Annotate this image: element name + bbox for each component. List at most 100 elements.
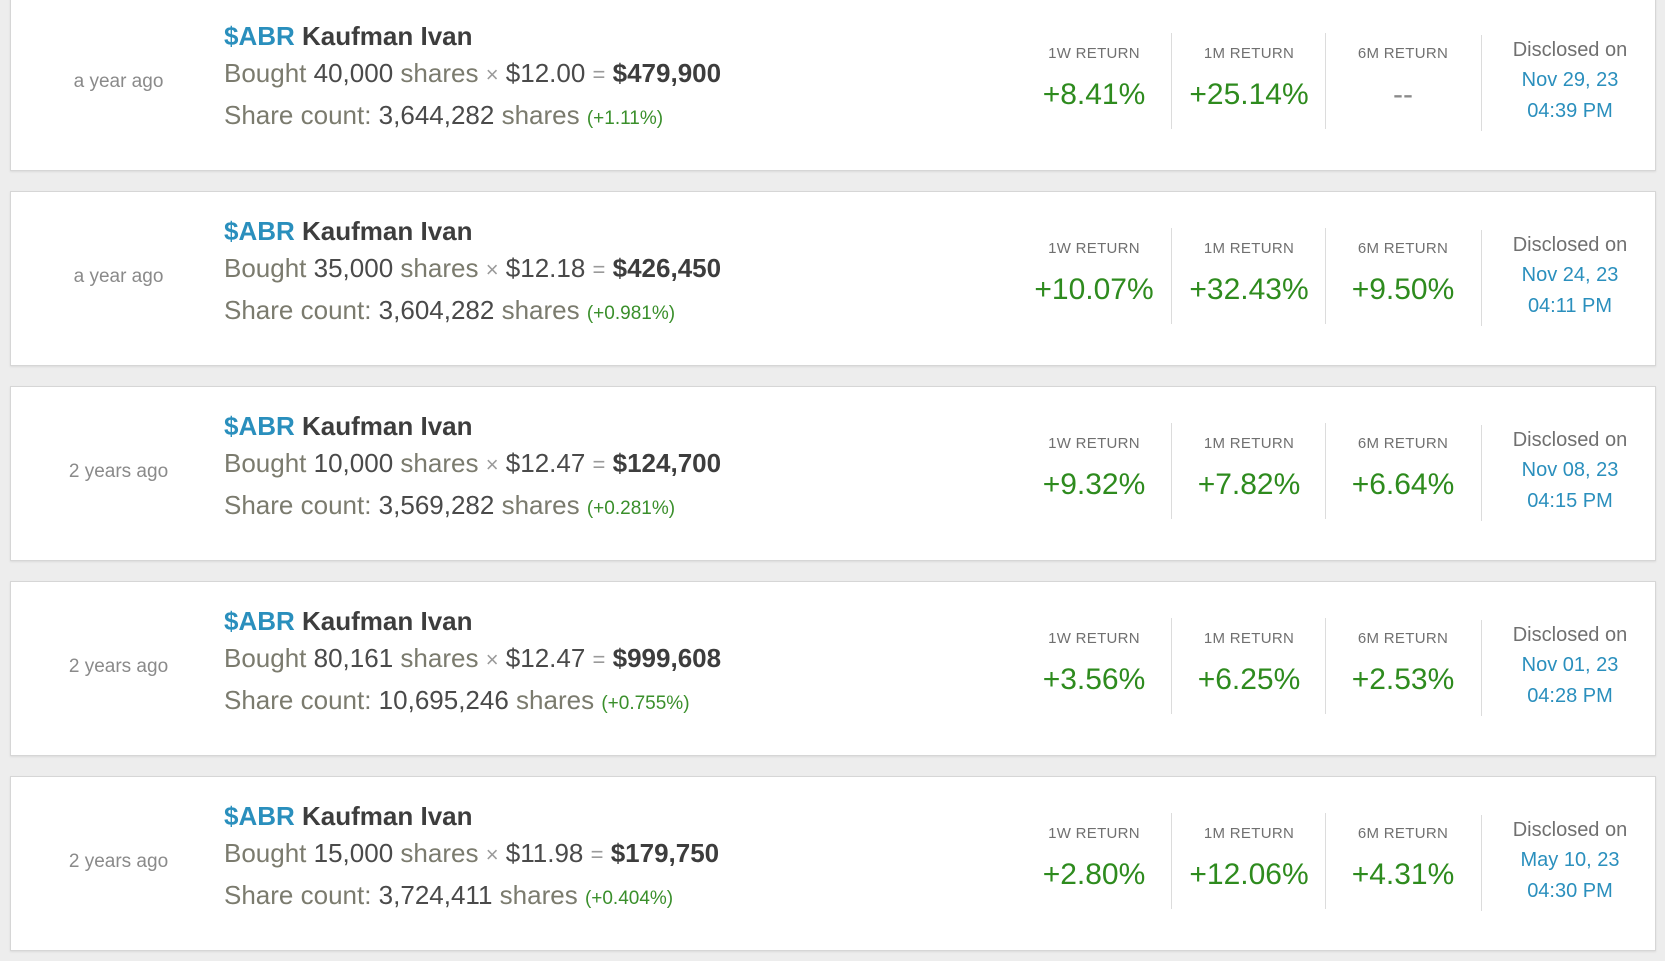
multiply-sign: × [485,257,499,282]
ticker-link[interactable]: $ABR [224,411,295,441]
disclosed-time-link[interactable]: 04:15 PM [1527,490,1613,512]
share-count-label: Share count: [224,295,372,325]
return-6m-value: +9.50% [1351,273,1455,306]
transaction-card[interactable]: a year ago $ABR Kaufman Ivan Bought 40,0… [10,0,1656,171]
disclosed-date-link[interactable]: Nov 08, 23 [1521,459,1619,481]
share-count-value: 3,724,411 [378,880,493,910]
action-label: Bought [224,448,307,478]
shares-unit: shares [501,295,580,325]
insider-name-link[interactable]: Kaufman Ivan [302,216,473,246]
return-6m-label: 6M RETURN [1357,435,1449,452]
share-count-label: Share count: [224,880,372,910]
total-value: $999,608 [612,643,722,673]
disclosure: Disclosed on Nov 01, 23 04:28 PM [1481,620,1658,716]
purchase-line: Bought 80,161 shares × $12.47 = $999,608 [224,638,721,680]
return-1m-value: +6.25% [1197,663,1301,696]
multiply-sign: × [485,452,499,477]
return-1m-label: 1M RETURN [1203,45,1295,62]
time-ago: 2 years ago [68,851,169,872]
transaction-card[interactable]: 2 years ago $ABR Kaufman Ivan Bought 80,… [10,581,1656,756]
share-price: $12.00 [505,58,586,88]
ticker-link[interactable]: $ABR [224,216,295,246]
disclosed-date-link[interactable]: Nov 01, 23 [1521,654,1619,676]
return-6m-label: 6M RETURN [1357,240,1449,257]
title-line: $ABR Kaufman Ivan [224,799,719,833]
disclosed-time-link[interactable]: 04:39 PM [1527,100,1613,122]
return-1w: 1W RETURN +2.80% [1017,813,1171,909]
insider-name-link[interactable]: Kaufman Ivan [302,411,473,441]
disclosed-label: Disclosed on [1512,234,1628,256]
return-1w-label: 1W RETURN [1048,630,1140,647]
disclosed-label: Disclosed on [1512,819,1628,841]
title-line: $ABR Kaufman Ivan [224,214,721,248]
insider-name-link[interactable]: Kaufman Ivan [302,606,473,636]
disclosed-time-link[interactable]: 04:11 PM [1527,295,1613,317]
disclosed-time-link[interactable]: 04:28 PM [1527,685,1613,707]
disclosed-label: Disclosed on [1512,624,1628,646]
share-quantity: 35,000 [313,253,394,283]
share-price: $12.47 [505,643,586,673]
share-count-change: (+0.981%) [586,303,676,324]
shares-unit: shares [501,490,580,520]
disclosed-time-link[interactable]: 04:30 PM [1527,880,1613,902]
return-1m-value: +12.06% [1189,858,1309,891]
share-price: $12.18 [505,253,586,283]
shares-unit: shares [400,838,479,868]
transaction-card[interactable]: 2 years ago $ABR Kaufman Ivan Bought 15,… [10,776,1656,951]
share-quantity: 80,161 [313,643,394,673]
return-6m-label: 6M RETURN [1357,630,1449,647]
ticker-link[interactable]: $ABR [224,21,295,51]
share-quantity: 10,000 [313,448,394,478]
shares-unit: shares [501,100,580,130]
return-1m-value: +25.14% [1189,78,1309,111]
return-1m: 1M RETURN +12.06% [1171,813,1326,909]
multiply-sign: × [485,62,499,87]
share-price: $12.47 [505,448,586,478]
return-6m-value: +6.64% [1351,468,1455,501]
transaction-card[interactable]: 2 years ago $ABR Kaufman Ivan Bought 10,… [10,386,1656,561]
return-1m-value: +32.43% [1189,273,1309,306]
disclosed-label: Disclosed on [1512,39,1628,61]
shares-unit: shares [516,685,595,715]
transaction-card[interactable]: a year ago $ABR Kaufman Ivan Bought 35,0… [10,191,1656,366]
ticker-link[interactable]: $ABR [224,801,295,831]
transaction-info: $ABR Kaufman Ivan Bought 15,000 shares ×… [224,799,719,919]
return-1m-label: 1M RETURN [1203,825,1295,842]
shares-unit: shares [400,253,479,283]
transaction-info: $ABR Kaufman Ivan Bought 40,000 shares ×… [224,19,721,139]
share-count-value: 10,695,246 [378,685,509,715]
shares-unit: shares [400,448,479,478]
action-label: Bought [224,643,307,673]
return-1w-value: +10.07% [1034,273,1154,306]
title-line: $ABR Kaufman Ivan [224,604,721,638]
total-value: $124,700 [612,448,722,478]
shares-unit: shares [499,880,578,910]
disclosed-date-link[interactable]: Nov 29, 23 [1521,69,1619,91]
share-quantity: 40,000 [313,58,394,88]
share-count-label: Share count: [224,490,372,520]
insider-name-link[interactable]: Kaufman Ivan [302,801,473,831]
transaction-info: $ABR Kaufman Ivan Bought 10,000 shares ×… [224,409,721,529]
purchase-line: Bought 35,000 shares × $12.18 = $426,450 [224,248,721,290]
multiply-sign: × [485,842,499,867]
return-1w-value: +3.56% [1042,663,1146,696]
return-1w-value: +2.80% [1042,858,1146,891]
return-1m: 1M RETURN +6.25% [1171,618,1326,714]
share-count-line: Share count: 3,724,411 shares (+0.404%) [224,875,719,919]
share-count-value: 3,644,282 [378,100,495,130]
disclosure: Disclosed on Nov 08, 23 04:15 PM [1481,425,1658,521]
return-1w-value: +9.32% [1042,468,1146,501]
return-1w: 1W RETURN +3.56% [1017,618,1171,714]
return-1m: 1M RETURN +25.14% [1171,33,1326,129]
multiply-sign: × [485,647,499,672]
share-count-change: (+1.11%) [586,108,664,129]
ticker-link[interactable]: $ABR [224,606,295,636]
return-1w: 1W RETURN +8.41% [1017,33,1171,129]
return-6m-value: +2.53% [1351,663,1455,696]
disclosed-date-link[interactable]: Nov 24, 23 [1521,264,1619,286]
disclosed-date-link[interactable]: May 10, 23 [1520,849,1620,871]
return-6m-label: 6M RETURN [1357,45,1449,62]
insider-name-link[interactable]: Kaufman Ivan [302,21,473,51]
transaction-info: $ABR Kaufman Ivan Bought 35,000 shares ×… [224,214,721,334]
